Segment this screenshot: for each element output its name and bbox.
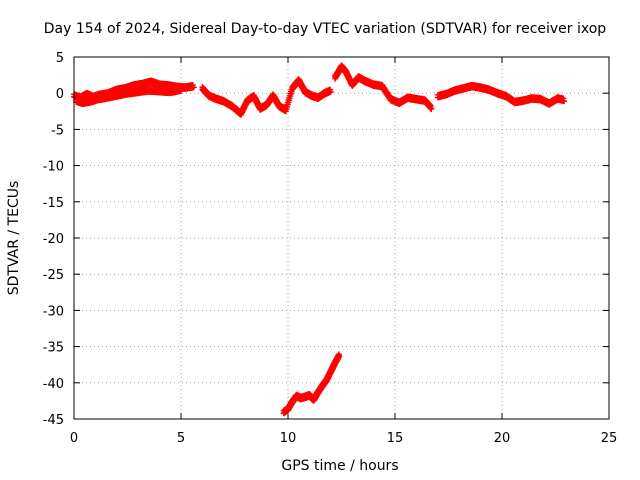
plot-frame bbox=[73, 56, 610, 420]
y-tick-label: -40 bbox=[43, 377, 64, 392]
data-point bbox=[428, 106, 435, 113]
data-series bbox=[199, 76, 334, 118]
x-tick-label: 5 bbox=[177, 431, 185, 446]
data-point bbox=[336, 353, 343, 360]
x-tick-label: 15 bbox=[387, 431, 404, 446]
x-tick-labels: 0 5 10 15 20 25 bbox=[70, 431, 617, 446]
y-axis-label: SDTVAR / TECUs bbox=[6, 181, 22, 296]
data-point bbox=[327, 88, 334, 95]
y-tick-label: -35 bbox=[43, 341, 64, 356]
y-tick-label: -10 bbox=[43, 160, 64, 175]
x-axis-label: GPS time / hours bbox=[281, 458, 398, 474]
chart-title: Day 154 of 2024, Sidereal Day-to-day VTE… bbox=[44, 21, 607, 37]
data-point bbox=[190, 84, 197, 91]
y-tick-label: 0 bbox=[56, 87, 64, 102]
y-tick-label: -45 bbox=[43, 413, 64, 428]
y-tick-label: 5 bbox=[56, 51, 64, 66]
data-point bbox=[561, 98, 568, 105]
data-point bbox=[178, 88, 184, 95]
grid-lines bbox=[74, 57, 609, 419]
x-tick-label: 20 bbox=[494, 431, 511, 446]
y-tick-label: -5 bbox=[51, 123, 64, 138]
data-points bbox=[71, 62, 568, 417]
x-tick-label: 0 bbox=[70, 431, 78, 446]
y-tick-labels: 5 0 -5 -10 -15 -20 -25 -30 -35 -40 -45 bbox=[43, 51, 64, 428]
x-tick-label: 10 bbox=[280, 431, 297, 446]
x-tick-label: 25 bbox=[601, 431, 618, 446]
y-tick-label: -30 bbox=[43, 304, 64, 319]
y-tick-label: -15 bbox=[43, 196, 64, 211]
data-series bbox=[434, 81, 568, 108]
data-series bbox=[280, 351, 343, 417]
y-tick-label: -20 bbox=[43, 232, 64, 247]
data-series bbox=[73, 85, 184, 108]
y-tick-label: -25 bbox=[43, 268, 64, 283]
data-series bbox=[332, 62, 435, 113]
